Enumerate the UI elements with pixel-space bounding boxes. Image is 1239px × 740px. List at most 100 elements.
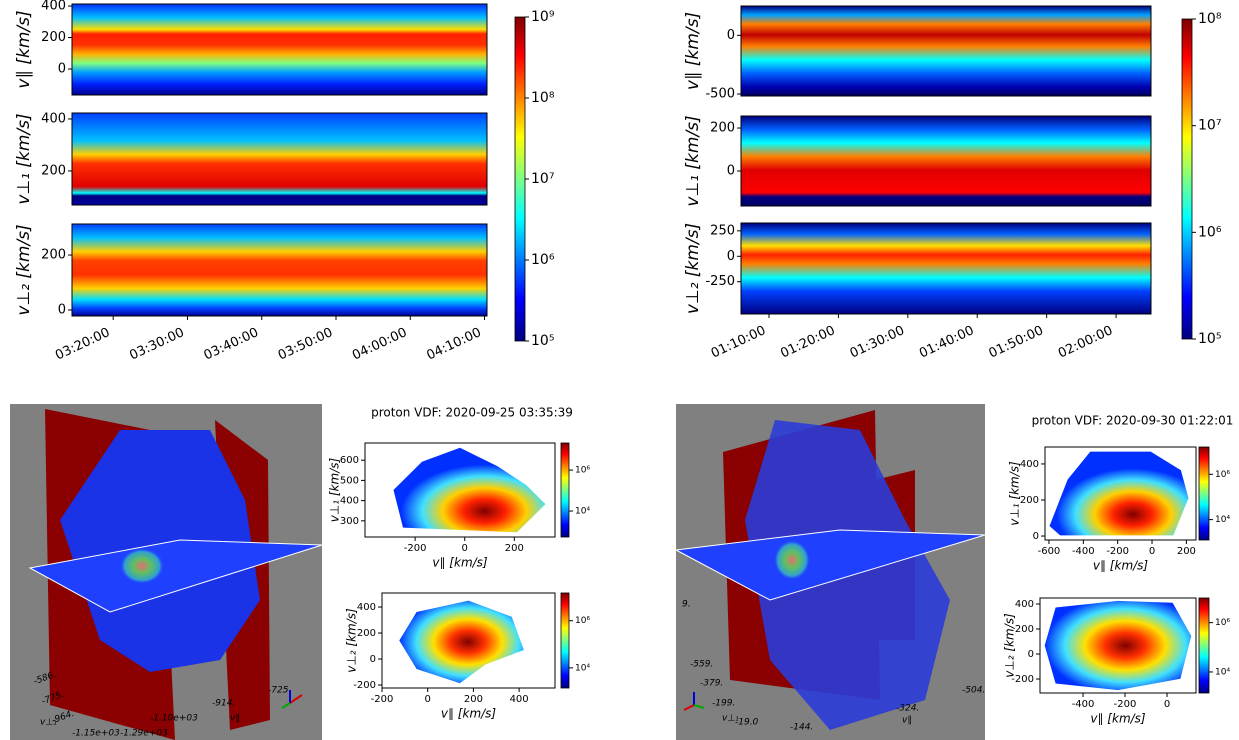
colorbar-tick-label: 10⁶ [1215,618,1230,628]
core [774,540,810,580]
axis-triad [281,690,303,709]
vdf-image [399,600,524,684]
x-tick-label: 01:50:00 [987,323,1046,361]
y-tick-label: -200 [353,680,376,691]
core [120,548,164,584]
y-tick-label: 200 [41,248,66,263]
frame [740,5,1152,97]
scene-label: v∥ [902,716,912,726]
y-tick-label: 400 [41,111,66,126]
y-tick-label: 0 [1033,531,1039,542]
x-tick-label: -200 [1106,546,1129,557]
scene-left [10,404,323,740]
y-tick-label: 250 [710,223,735,238]
vdf-image [1049,451,1189,536]
y-tick-label: 200 [357,628,376,639]
colorbar-tick-label: 10⁴ [1215,667,1230,677]
colorbar-tick-label: 10⁴ [575,663,590,673]
scene-label: v⊥₁ [40,718,57,728]
y-tick-label: 500 [340,475,359,486]
vdf-image [393,447,546,533]
colorbar-tick-label: 10⁵ [1198,331,1221,347]
x-axis-label: v∥ [km/s] [432,556,488,570]
colorbar [1198,597,1210,694]
y-tick-label: -200 [1011,674,1034,685]
frame [364,442,556,538]
x-tick-label: -400 [1072,546,1095,557]
spectrogram [72,224,487,316]
colorbar-tick-label: 10⁶ [1198,224,1222,240]
frame [381,592,556,689]
spectrogram [741,223,1151,314]
y-axis-label: v⊥₁ [km/s] [1008,461,1022,526]
colorbar-tick-label: 10⁴ [575,507,590,517]
y-axis-label: v⊥₁ [km/s] [328,457,342,522]
x-tick-label: 0 [1149,546,1155,557]
x-tick-label: 03:40:00 [202,325,261,363]
spectrogram [72,4,487,95]
colorbar-tick-label: 10⁷ [531,171,554,187]
y-tick-label: 0 [727,28,735,43]
frame [71,3,488,96]
y-tick-label: 0 [727,249,735,264]
y-tick-label: 200 [1015,624,1034,635]
y-axis-label: v⊥₂ [km/s] [1003,613,1017,678]
y-axis-label: v⊥₁ [km/s] [14,113,34,204]
x-axis-label: v∥ [km/s] [1090,712,1146,726]
y-tick-label: 200 [1020,495,1039,506]
scene-label: -504. [962,686,985,696]
colorbar [560,592,570,689]
spectrogram [741,6,1151,96]
scene-label: v⊥₁ [722,714,739,724]
colorbar-tick-label: 10⁹ [531,9,555,25]
y-tick-label: 0 [1028,649,1034,660]
colorbar-tick-label: 10⁸ [1198,11,1222,27]
y-tick-label: 600 [340,455,359,466]
frame [71,112,488,206]
colorbar-tick-label: 10⁶ [575,616,590,626]
x-tick-label: 03:30:00 [127,325,186,363]
scene-label: v∥ [230,714,240,724]
x-tick-label: 0 [425,694,431,705]
colorbar-tick-label: 10⁸ [531,90,555,106]
colorbar-tick-label: 10⁵ [531,333,554,349]
y-axis-label: v⊥₂ [km/s] [14,224,34,315]
y-tick-label: 400 [1015,599,1034,610]
x-tick-label: 04:00:00 [350,325,409,363]
scene-label: -19.0 [735,718,759,728]
x-tick-label: 200 [1177,546,1196,557]
frame [740,222,1152,315]
colorbar [514,16,526,342]
frame [1044,446,1197,541]
x-tick-label: -200 [404,543,427,554]
y-tick-label: 200 [41,163,66,178]
scene-label: -1.29e+03 [120,729,168,739]
x-tick-label: 02:00:00 [1056,323,1115,361]
spectrogram [741,116,1151,206]
colorbar [1198,446,1210,541]
x-tick-label: 200 [505,543,524,554]
x-tick-label: 0 [462,543,468,554]
y-tick-label: 0 [370,654,376,665]
vdf-image [1044,600,1192,691]
x-axis-label: v∥ [km/s] [441,707,497,721]
x-tick-label: -400 [1072,699,1095,710]
scene-label: -144. [790,723,813,733]
x-tick-label: -200 [1114,699,1137,710]
y-tick-label: 400 [357,602,376,613]
frame [1039,597,1197,694]
y-tick-label: -500 [705,87,735,102]
x-tick-label: -600 [1038,546,1061,557]
scene-label: -379. [700,679,723,689]
scene-label: 9. [682,600,691,610]
y-tick-label: 0 [58,302,66,317]
y-axis-label: v∥ [km/s] [683,12,703,90]
colorbar [560,442,570,538]
vdf-title: proton VDF: 2020-09-30 01:22:01 [1032,414,1234,428]
y-tick-label: 400 [340,496,359,507]
x-tick-label: 200 [464,694,483,705]
scene-label: -324. [896,704,919,714]
